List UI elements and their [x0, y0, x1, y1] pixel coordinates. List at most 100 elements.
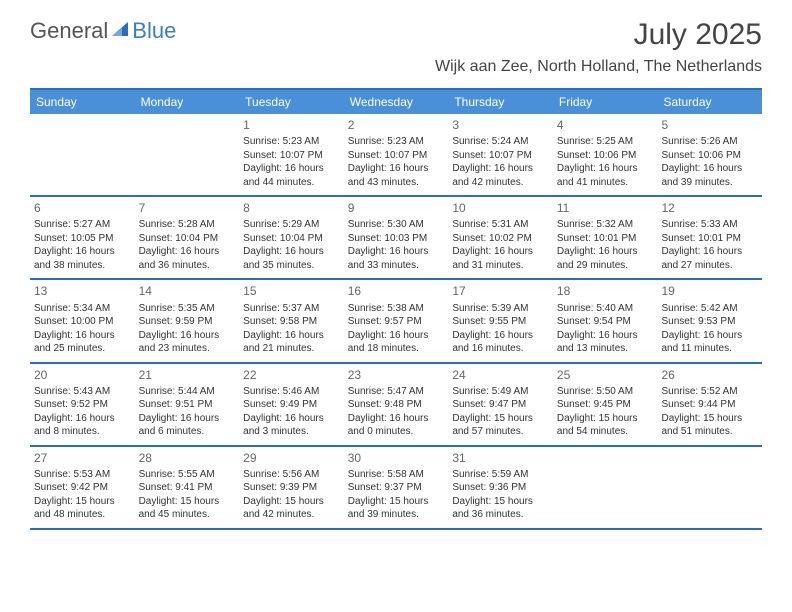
- sunset-line: Sunset: 9:49 PM: [243, 398, 340, 412]
- sunset-line: Sunset: 9:48 PM: [348, 398, 445, 412]
- month-title: July 2025: [435, 18, 762, 52]
- daylight-line: Daylight: 16 hours and 31 minutes.: [452, 245, 549, 272]
- day-cell: 19Sunrise: 5:42 AMSunset: 9:53 PMDayligh…: [657, 280, 762, 361]
- daylight-line: Daylight: 16 hours and 41 minutes.: [557, 162, 654, 189]
- sunrise-line: Sunrise: 5:53 AM: [34, 468, 131, 482]
- daylight-line: Daylight: 16 hours and 33 minutes.: [348, 245, 445, 272]
- sunrise-line: Sunrise: 5:28 AM: [139, 218, 236, 232]
- sunrise-line: Sunrise: 5:44 AM: [139, 385, 236, 399]
- sunset-line: Sunset: 10:05 PM: [34, 232, 131, 246]
- day-cell: 5Sunrise: 5:26 AMSunset: 10:06 PMDayligh…: [657, 114, 762, 195]
- daylight-line: Daylight: 15 hours and 39 minutes.: [348, 495, 445, 522]
- sunset-line: Sunset: 10:03 PM: [348, 232, 445, 246]
- day-cell: 10Sunrise: 5:31 AMSunset: 10:02 PMDaylig…: [448, 197, 553, 278]
- title-block: July 2025 Wijk aan Zee, North Holland, T…: [435, 18, 762, 76]
- day-number: 13: [34, 283, 131, 299]
- sunrise-line: Sunrise: 5:38 AM: [348, 302, 445, 316]
- week-row: 6Sunrise: 5:27 AMSunset: 10:05 PMDayligh…: [30, 197, 762, 280]
- sunset-line: Sunset: 10:04 PM: [139, 232, 236, 246]
- sunset-line: Sunset: 9:57 PM: [348, 315, 445, 329]
- location-label: Wijk aan Zee, North Holland, The Netherl…: [435, 58, 762, 76]
- day-header-tue: Tuesday: [239, 90, 344, 114]
- week-row: 27Sunrise: 5:53 AMSunset: 9:42 PMDayligh…: [30, 447, 762, 530]
- day-cell: 14Sunrise: 5:35 AMSunset: 9:59 PMDayligh…: [135, 280, 240, 361]
- sunrise-line: Sunrise: 5:59 AM: [452, 468, 549, 482]
- day-cell: 29Sunrise: 5:56 AMSunset: 9:39 PMDayligh…: [239, 447, 344, 528]
- day-number: 16: [348, 283, 445, 299]
- triangle-icon: [110, 20, 130, 43]
- day-cell: 13Sunrise: 5:34 AMSunset: 10:00 PMDaylig…: [30, 280, 135, 361]
- sunset-line: Sunset: 10:04 PM: [243, 232, 340, 246]
- day-number: 18: [557, 283, 654, 299]
- day-number: 25: [557, 367, 654, 383]
- sunrise-line: Sunrise: 5:52 AM: [661, 385, 758, 399]
- day-cell: [30, 114, 135, 195]
- daylight-line: Daylight: 16 hours and 27 minutes.: [661, 245, 758, 272]
- sunset-line: Sunset: 10:07 PM: [243, 149, 340, 163]
- sunrise-line: Sunrise: 5:37 AM: [243, 302, 340, 316]
- daylight-line: Daylight: 16 hours and 43 minutes.: [348, 162, 445, 189]
- sunrise-line: Sunrise: 5:24 AM: [452, 135, 549, 149]
- day-cell: 3Sunrise: 5:24 AMSunset: 10:07 PMDayligh…: [448, 114, 553, 195]
- sunset-line: Sunset: 10:07 PM: [348, 149, 445, 163]
- daylight-line: Daylight: 15 hours and 45 minutes.: [139, 495, 236, 522]
- sunset-line: Sunset: 10:07 PM: [452, 149, 549, 163]
- day-number: 19: [661, 283, 758, 299]
- day-number: 30: [348, 450, 445, 466]
- day-cell: 12Sunrise: 5:33 AMSunset: 10:01 PMDaylig…: [657, 197, 762, 278]
- sunset-line: Sunset: 9:55 PM: [452, 315, 549, 329]
- day-cell: 22Sunrise: 5:46 AMSunset: 9:49 PMDayligh…: [239, 364, 344, 445]
- sunset-line: Sunset: 9:51 PM: [139, 398, 236, 412]
- daylight-line: Daylight: 16 hours and 39 minutes.: [661, 162, 758, 189]
- day-number: 7: [139, 200, 236, 216]
- sunset-line: Sunset: 9:59 PM: [139, 315, 236, 329]
- sunrise-line: Sunrise: 5:42 AM: [661, 302, 758, 316]
- sunrise-line: Sunrise: 5:23 AM: [243, 135, 340, 149]
- day-cell: [553, 447, 658, 528]
- daylight-line: Daylight: 16 hours and 13 minutes.: [557, 329, 654, 356]
- daylight-line: Daylight: 16 hours and 16 minutes.: [452, 329, 549, 356]
- day-number: 20: [34, 367, 131, 383]
- header: General Blue July 2025 Wijk aan Zee, Nor…: [0, 0, 792, 80]
- day-number: 31: [452, 450, 549, 466]
- day-number: 9: [348, 200, 445, 216]
- sunset-line: Sunset: 9:52 PM: [34, 398, 131, 412]
- sunrise-line: Sunrise: 5:25 AM: [557, 135, 654, 149]
- day-header-row: Sunday Monday Tuesday Wednesday Thursday…: [30, 90, 762, 114]
- daylight-line: Daylight: 15 hours and 36 minutes.: [452, 495, 549, 522]
- sunrise-line: Sunrise: 5:23 AM: [348, 135, 445, 149]
- day-number: 23: [348, 367, 445, 383]
- weeks-container: 1Sunrise: 5:23 AMSunset: 10:07 PMDayligh…: [30, 114, 762, 530]
- daylight-line: Daylight: 16 hours and 6 minutes.: [139, 412, 236, 439]
- day-header-sat: Saturday: [657, 90, 762, 114]
- sunset-line: Sunset: 9:54 PM: [557, 315, 654, 329]
- day-number: 27: [34, 450, 131, 466]
- day-header-wed: Wednesday: [344, 90, 449, 114]
- sunset-line: Sunset: 9:44 PM: [661, 398, 758, 412]
- sunrise-line: Sunrise: 5:35 AM: [139, 302, 236, 316]
- day-cell: 2Sunrise: 5:23 AMSunset: 10:07 PMDayligh…: [344, 114, 449, 195]
- daylight-line: Daylight: 16 hours and 35 minutes.: [243, 245, 340, 272]
- daylight-line: Daylight: 16 hours and 18 minutes.: [348, 329, 445, 356]
- sunset-line: Sunset: 9:45 PM: [557, 398, 654, 412]
- day-number: 21: [139, 367, 236, 383]
- sunrise-line: Sunrise: 5:47 AM: [348, 385, 445, 399]
- daylight-line: Daylight: 16 hours and 8 minutes.: [34, 412, 131, 439]
- sunset-line: Sunset: 9:37 PM: [348, 481, 445, 495]
- day-cell: 7Sunrise: 5:28 AMSunset: 10:04 PMDayligh…: [135, 197, 240, 278]
- day-cell: 30Sunrise: 5:58 AMSunset: 9:37 PMDayligh…: [344, 447, 449, 528]
- day-number: 15: [243, 283, 340, 299]
- day-cell: [135, 114, 240, 195]
- daylight-line: Daylight: 16 hours and 44 minutes.: [243, 162, 340, 189]
- sunset-line: Sunset: 10:01 PM: [661, 232, 758, 246]
- sunrise-line: Sunrise: 5:40 AM: [557, 302, 654, 316]
- day-cell: 27Sunrise: 5:53 AMSunset: 9:42 PMDayligh…: [30, 447, 135, 528]
- day-number: 4: [557, 117, 654, 133]
- logo-text-blue: Blue: [132, 18, 176, 44]
- daylight-line: Daylight: 16 hours and 29 minutes.: [557, 245, 654, 272]
- sunset-line: Sunset: 10:06 PM: [557, 149, 654, 163]
- sunrise-line: Sunrise: 5:56 AM: [243, 468, 340, 482]
- sunrise-line: Sunrise: 5:50 AM: [557, 385, 654, 399]
- day-number: 1: [243, 117, 340, 133]
- daylight-line: Daylight: 15 hours and 48 minutes.: [34, 495, 131, 522]
